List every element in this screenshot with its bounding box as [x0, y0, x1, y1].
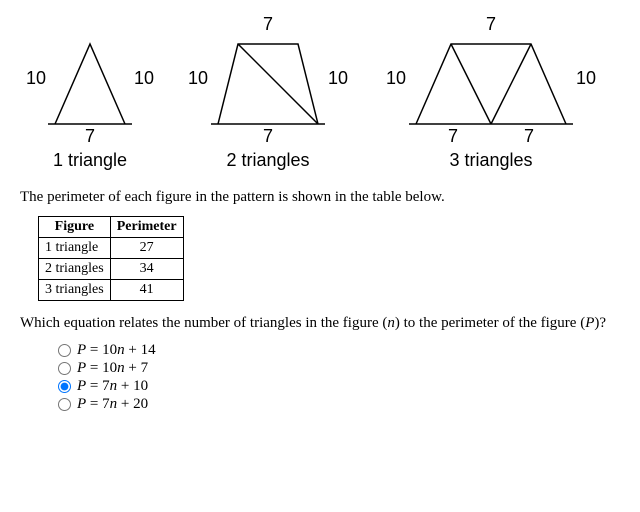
question-part-b: ) to the perimeter of the figure ( [395, 315, 585, 331]
fig3-outline [416, 44, 566, 124]
question-part-a: Which equation relates the number of tri… [20, 315, 387, 331]
cell-figure: 2 triangles [39, 259, 111, 280]
table-row: 1 triangle 27 [39, 238, 184, 259]
table-row: 3 triangles 41 [39, 280, 184, 301]
fig1-bottom-label: 7 [85, 126, 95, 146]
option-a-label: P = 10n + 14 [77, 342, 156, 359]
cell-figure: 1 triangle [39, 238, 111, 259]
th-perimeter: Perimeter [110, 217, 183, 238]
answer-options: P = 10n + 14 P = 10n + 7 P = 7n + 10 P =… [58, 342, 620, 413]
option-d-label: P = 7n + 20 [77, 396, 148, 413]
table-row: 2 triangles 34 [39, 259, 184, 280]
figures-row: 10 10 7 1 triangle 7 10 10 7 2 triangles… [20, 14, 620, 171]
intro-text: The perimeter of each figure in the patt… [20, 189, 620, 206]
option-b-radio[interactable] [58, 362, 71, 375]
fig1-right-label: 10 [134, 68, 154, 88]
figure-2: 7 10 10 7 2 triangles [178, 14, 358, 171]
figure-3: 7 10 10 7 7 3 triangles [376, 14, 606, 171]
fig2-outline [218, 44, 318, 124]
fig2-left-label: 10 [188, 68, 208, 88]
fig2-bottom-label: 7 [263, 126, 273, 146]
option-c-radio[interactable] [58, 380, 71, 393]
fig3-diag2 [491, 44, 531, 124]
fig1-left-label: 10 [26, 68, 46, 88]
option-a-radio[interactable] [58, 344, 71, 357]
fig3-caption: 3 triangles [376, 150, 606, 171]
figure-1: 10 10 7 1 triangle [20, 14, 160, 171]
option-c-label: P = 7n + 10 [77, 378, 148, 395]
fig3-top-label: 7 [486, 14, 496, 34]
perimeter-table: Figure Perimeter 1 triangle 27 2 triangl… [38, 216, 184, 301]
fig3-left-label: 10 [386, 68, 406, 88]
question-var-n: n [387, 315, 395, 331]
fig3-bottom-left-label: 7 [448, 126, 458, 146]
option-d[interactable]: P = 7n + 20 [58, 396, 620, 413]
fig2-right-label: 10 [328, 68, 348, 88]
cell-perim: 34 [110, 259, 183, 280]
question-part-c: )? [594, 315, 606, 331]
th-figure: Figure [39, 217, 111, 238]
option-c[interactable]: P = 7n + 10 [58, 378, 620, 395]
cell-perim: 41 [110, 280, 183, 301]
fig3-bottom-right-label: 7 [524, 126, 534, 146]
fig2-top-label: 7 [263, 14, 273, 34]
question-text: Which equation relates the number of tri… [20, 315, 620, 332]
option-b-label: P = 10n + 7 [77, 360, 148, 377]
fig1-caption: 1 triangle [20, 150, 160, 171]
cell-perim: 27 [110, 238, 183, 259]
fig3-diag1 [451, 44, 491, 124]
option-d-radio[interactable] [58, 398, 71, 411]
cell-figure: 3 triangles [39, 280, 111, 301]
option-b[interactable]: P = 10n + 7 [58, 360, 620, 377]
question-var-p: P [585, 315, 594, 331]
fig2-diag [238, 44, 318, 124]
fig3-right-label: 10 [576, 68, 596, 88]
option-a[interactable]: P = 10n + 14 [58, 342, 620, 359]
triangle-outline [55, 44, 125, 124]
fig2-caption: 2 triangles [178, 150, 358, 171]
